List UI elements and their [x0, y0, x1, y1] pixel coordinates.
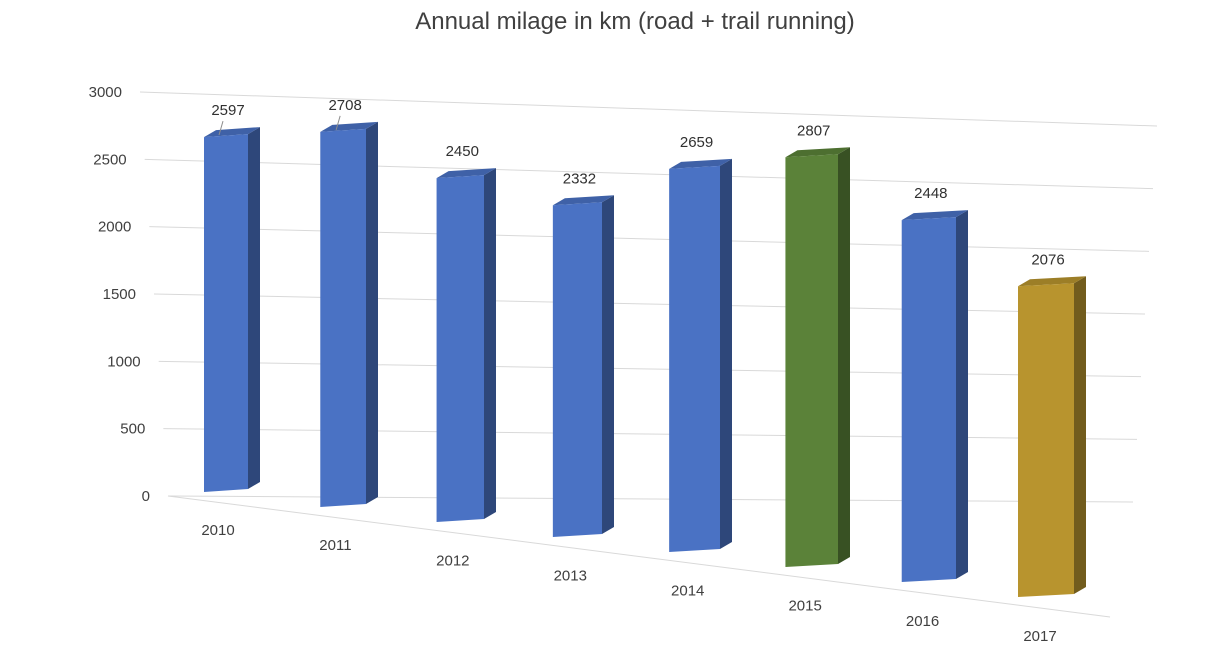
- bar-top-face: [552, 195, 614, 206]
- bar-side-face: [956, 210, 968, 579]
- x-tick-label: 2014: [671, 583, 704, 600]
- bar-top-face: [785, 147, 850, 158]
- x-tick-label: 2017: [1023, 628, 1056, 645]
- bar-top-face: [436, 168, 496, 179]
- y-axis-ticks: 0 500 1000 1500 2000 2500 3000: [89, 84, 150, 505]
- gridline: [153, 293, 1146, 315]
- bar-2015: [785, 147, 850, 568]
- x-tick-label: 2010: [201, 522, 234, 539]
- data-label: 2708: [328, 97, 361, 114]
- bar-2011: [320, 121, 378, 508]
- gridline: [163, 428, 1138, 440]
- y-tick-label: 3000: [89, 84, 122, 101]
- gridline: [149, 226, 1150, 252]
- bar-side-face: [1074, 276, 1086, 594]
- data-label: 2076: [1031, 251, 1064, 268]
- x-axis-ticks: 2010 2011 2012 2013 2014 2015 2016 2017: [201, 522, 1056, 645]
- y-tick-label: 1500: [103, 286, 136, 303]
- gridline: [167, 495, 1134, 503]
- bar-side-face: [484, 168, 496, 520]
- bar-front-face: [669, 165, 720, 552]
- leader-line: [335, 115, 341, 131]
- bar-front-face: [204, 134, 248, 492]
- bar-front-face: [436, 175, 484, 523]
- data-label: 2448: [914, 185, 947, 202]
- x-tick-label: 2012: [436, 552, 469, 569]
- bar-front-face: [785, 154, 838, 568]
- leader-line: [218, 120, 224, 136]
- bar-top-face: [1018, 276, 1086, 287]
- x-tick-label: 2011: [319, 537, 351, 554]
- bar-top-face: [204, 127, 260, 138]
- bars: 2597 2708 2450 2332 2659 2807 2448 2076: [204, 97, 1086, 597]
- bar-front-face: [901, 217, 956, 582]
- bar-front-face: [320, 128, 366, 508]
- bar-side-face: [366, 121, 378, 504]
- y-tick-label: 2000: [98, 219, 131, 236]
- y-tick-label: 500: [120, 421, 145, 438]
- chart-title: Annual milage in km (road + trail runnin…: [415, 8, 855, 35]
- bar-2017: [1018, 276, 1086, 597]
- bar-front-face: [1018, 283, 1074, 597]
- bar-top-face: [669, 158, 732, 169]
- bar-top-face: [320, 121, 378, 132]
- bar-2010: [204, 127, 260, 492]
- gridline: [144, 158, 1154, 190]
- bar-top-face: [901, 210, 968, 221]
- data-label: 2659: [680, 134, 713, 151]
- y-tick-label: 1000: [107, 353, 140, 370]
- data-label: 2597: [211, 102, 244, 119]
- gridline: [139, 91, 1158, 127]
- gridline: [158, 360, 1142, 378]
- data-label: 2332: [563, 170, 596, 187]
- bar-2016: [901, 210, 968, 582]
- x-tick-label: 2016: [906, 613, 939, 630]
- y-tick-label: 0: [142, 488, 150, 505]
- bar-side-face: [248, 127, 260, 490]
- bar-side-face: [838, 147, 850, 565]
- bar-side-face: [602, 195, 614, 534]
- x-tick-label: 2015: [788, 598, 821, 615]
- gridlines: [139, 91, 1158, 618]
- y-tick-label: 2500: [93, 151, 126, 168]
- floor-line: [167, 495, 1111, 618]
- bar-2014: [669, 158, 732, 552]
- x-tick-label: 2013: [554, 567, 587, 584]
- data-label: 2450: [446, 143, 479, 160]
- bar-front-face: [552, 202, 602, 537]
- bar-2012: [436, 168, 496, 523]
- data-label: 2807: [797, 122, 830, 139]
- bar-side-face: [720, 158, 732, 549]
- bar-2013: [552, 195, 614, 537]
